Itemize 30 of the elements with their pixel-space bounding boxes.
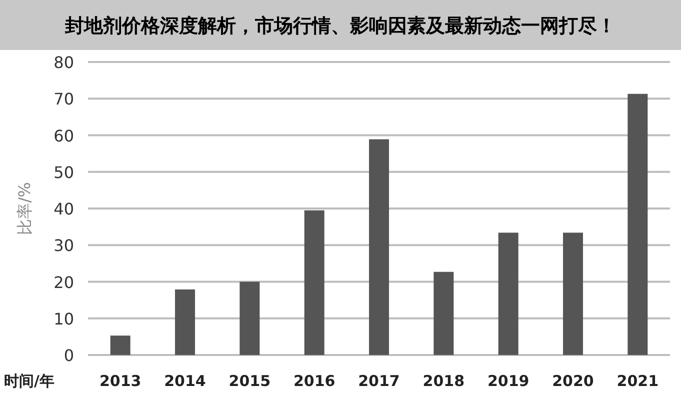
y-tick-label: 40 (54, 200, 74, 218)
chart-title: 封地剂价格深度解析，市场行情、影响因素及最新动态一网打尽！ (64, 15, 616, 37)
y-tick-label: 80 (54, 53, 74, 72)
x-tick-label: 2014 (164, 372, 206, 390)
bar (628, 94, 648, 355)
bar (563, 232, 583, 355)
x-tick-label: 2016 (293, 372, 336, 390)
x-tick-label: 2021 (616, 372, 659, 390)
x-tick-label: 2017 (358, 372, 400, 390)
bar (240, 282, 260, 355)
bar (369, 139, 389, 355)
y-tick-label: 30 (54, 236, 74, 256)
x-tick-label: 2019 (487, 372, 530, 390)
bar (110, 336, 130, 355)
x-tick-label: 2015 (228, 372, 271, 390)
y-tick-label: 60 (54, 126, 74, 146)
y-tick-label: 10 (54, 309, 74, 328)
x-tick-label: 2018 (422, 372, 465, 390)
y-axis-title: 比率/% (15, 182, 34, 235)
x-axis-title: 时间/年 (4, 372, 54, 390)
bar (434, 272, 454, 355)
y-tick-label: 50 (54, 162, 74, 182)
bar (304, 210, 324, 355)
x-tick-label: 2020 (552, 372, 594, 390)
y-tick-label: 0 (64, 346, 74, 365)
y-tick-label: 20 (54, 272, 74, 292)
x-tick-label: 2013 (99, 372, 142, 390)
y-tick-label: 70 (54, 90, 74, 109)
bar (498, 232, 518, 355)
bar (175, 289, 195, 355)
